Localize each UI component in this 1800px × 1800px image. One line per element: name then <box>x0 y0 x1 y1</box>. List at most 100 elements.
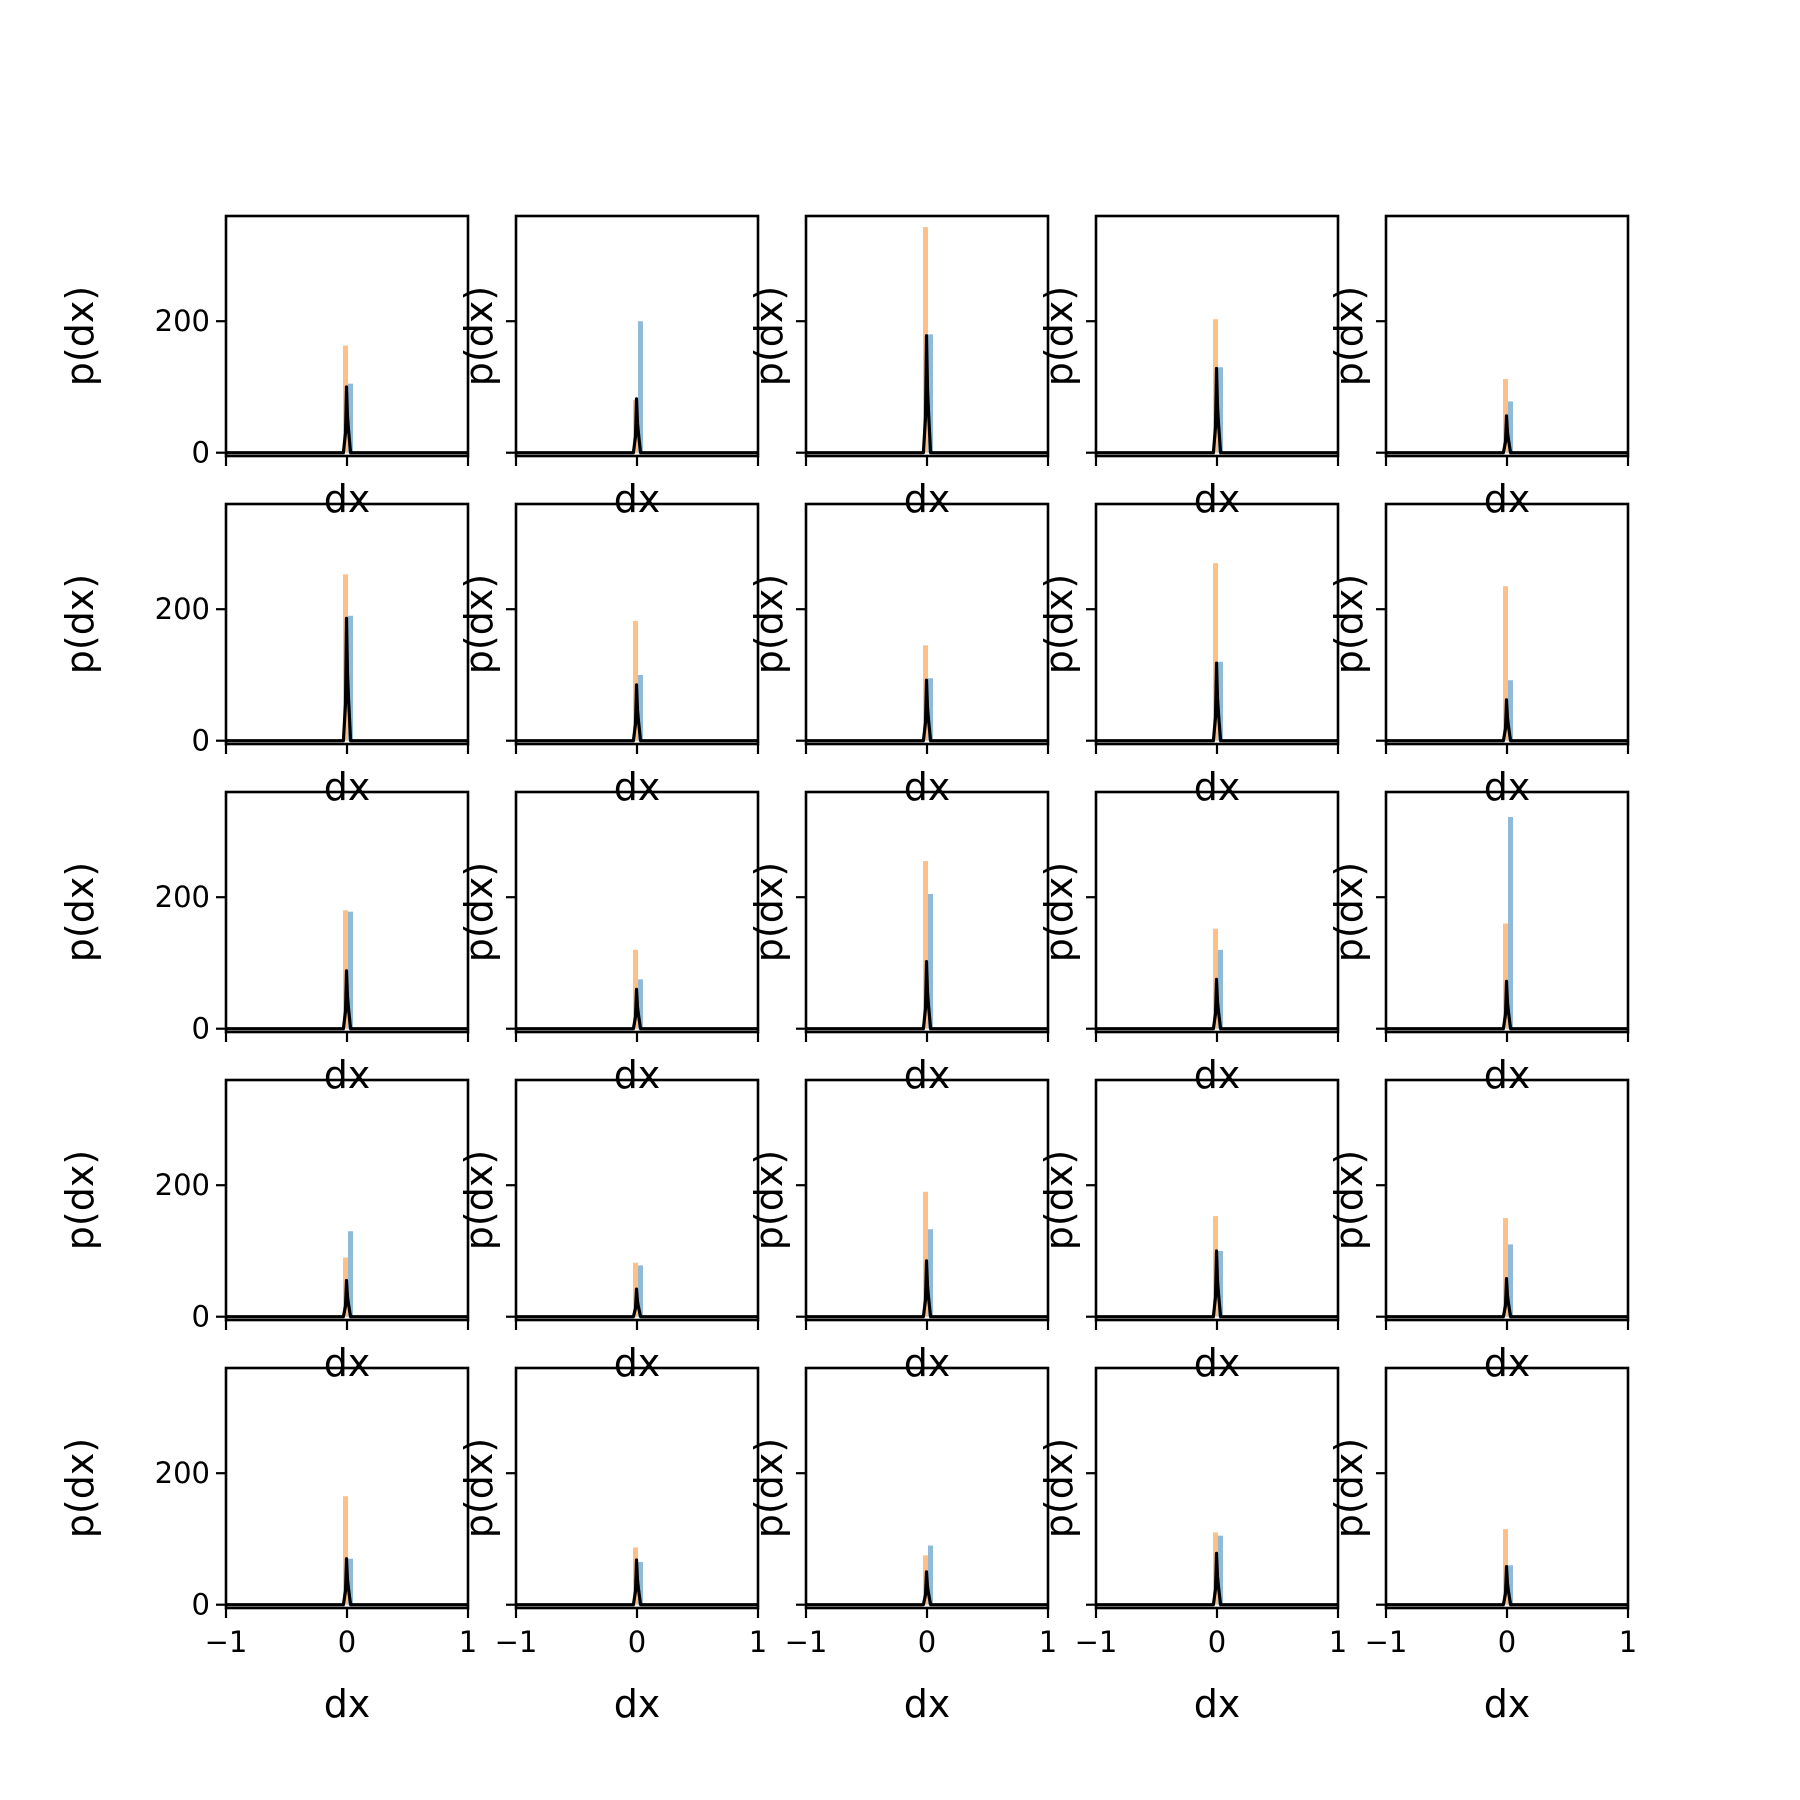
panel-1-3: dx p(dx) <box>1037 502 1340 809</box>
kde-line <box>1386 414 1628 455</box>
x-axis-label: dx <box>904 477 951 521</box>
panel-0-0: 0 200 dx p(dx) <box>58 214 470 521</box>
x-axis-label: dx <box>324 765 371 809</box>
panel-2-4: dx p(dx) <box>1327 790 1630 1097</box>
y-axis-label: p(dx) <box>58 574 102 674</box>
x-axis-label: dx <box>904 1341 951 1385</box>
x-axis-label: dx <box>324 477 371 521</box>
y-axis-label: p(dx) <box>457 286 501 386</box>
hist-bar-blue <box>1218 367 1223 453</box>
hist-bar-blue <box>348 383 353 453</box>
x-axis-label: dx <box>1484 1341 1531 1385</box>
panel-3-2: dx p(dx) <box>747 1078 1050 1385</box>
kde-line <box>1096 977 1338 1031</box>
kde-line <box>516 1558 758 1607</box>
hist-bar-orange <box>633 621 638 741</box>
panel-0-2: dx p(dx) <box>747 214 1050 521</box>
panel-4-1: −1 0 1 dx p(dx) <box>457 1366 767 1726</box>
y-axis-label: p(dx) <box>457 574 501 674</box>
x-tick-label: −1 <box>1365 1625 1408 1659</box>
x-tick-label: 0 <box>918 1625 936 1659</box>
hist-bar-orange <box>1503 923 1508 1029</box>
kde-line <box>516 1287 758 1319</box>
hist-bar-blue <box>1218 1250 1223 1317</box>
y-axis-label: p(dx) <box>457 862 501 962</box>
y-axis-label: p(dx) <box>1037 862 1081 962</box>
kde-line <box>806 678 1048 743</box>
panel-4-2: −1 0 1 dx p(dx) <box>747 1366 1057 1726</box>
y-tick-label: 200 <box>155 1456 210 1490</box>
kde-line <box>226 969 468 1031</box>
y-axis-label: p(dx) <box>1327 286 1371 386</box>
y-axis-label: p(dx) <box>1327 1438 1371 1538</box>
x-tick-label: 0 <box>1208 1625 1226 1659</box>
y-tick-label: 0 <box>192 436 210 470</box>
panel-1-0: 0 200 dx p(dx) <box>58 502 470 809</box>
kde-line <box>806 1259 1048 1319</box>
hist-bar-blue <box>638 321 643 453</box>
x-tick-label: 0 <box>1498 1625 1516 1659</box>
kde-line <box>1386 1564 1628 1607</box>
y-tick-label: 0 <box>192 724 210 758</box>
x-tick-label: −1 <box>205 1625 248 1659</box>
y-tick-label: 0 <box>192 1012 210 1046</box>
panel-3-3: dx p(dx) <box>1037 1078 1340 1385</box>
y-tick-label: 200 <box>155 592 210 626</box>
x-tick-label: 1 <box>1039 1625 1057 1659</box>
hist-bar-blue <box>1508 1565 1513 1605</box>
y-tick-label: 0 <box>192 1588 210 1622</box>
x-axis-label: dx <box>324 1341 371 1385</box>
hist-bar-blue <box>638 979 643 1029</box>
y-axis-label: p(dx) <box>1327 1150 1371 1250</box>
x-axis-label: dx <box>1484 477 1531 521</box>
kde-line <box>1386 698 1628 743</box>
y-axis-label: p(dx) <box>747 862 791 962</box>
hist-bar-orange <box>343 1496 348 1605</box>
panel-3-1: dx p(dx) <box>457 1078 760 1385</box>
y-axis-label: p(dx) <box>1327 862 1371 962</box>
y-axis-label: p(dx) <box>1037 1150 1081 1250</box>
panel-0-3: dx p(dx) <box>1037 214 1340 521</box>
x-tick-label: −1 <box>1075 1625 1118 1659</box>
kde-line <box>1096 366 1338 455</box>
kde-line <box>1386 979 1628 1031</box>
panel-1-4: dx p(dx) <box>1327 502 1630 809</box>
hist-bar-blue <box>1508 1244 1513 1317</box>
kde-line <box>1096 661 1338 743</box>
y-tick-label: 0 <box>192 1300 210 1334</box>
y-axis-label: p(dx) <box>58 286 102 386</box>
x-axis-label: dx <box>1194 1341 1241 1385</box>
kde-line <box>1096 1551 1338 1607</box>
y-axis-label: p(dx) <box>747 1150 791 1250</box>
x-axis-label: dx <box>614 1341 661 1385</box>
y-axis-label: p(dx) <box>747 1438 791 1538</box>
x-axis-label: dx <box>324 1053 371 1097</box>
kde-line <box>806 959 1048 1031</box>
x-axis-label: dx <box>1484 1682 1531 1726</box>
panel-4-4: −1 0 1 dx p(dx) <box>1327 1366 1637 1726</box>
panel-grid: 0200dxp(dx)dxp(dx)dxp(dx)dxp(dx)dxp(dx)0… <box>58 214 1637 1726</box>
panel-3-4: dx p(dx) <box>1327 1078 1630 1385</box>
x-axis-label: dx <box>1194 477 1241 521</box>
y-axis-label: p(dx) <box>1037 1438 1081 1538</box>
hist-bar-blue <box>1508 680 1513 741</box>
hist-bar-orange <box>1503 1218 1508 1317</box>
kde-line <box>226 1557 468 1607</box>
panel-1-2: dx p(dx) <box>747 502 1050 809</box>
kde-line <box>516 397 758 455</box>
y-axis-label: p(dx) <box>747 286 791 386</box>
hist-bar-blue <box>928 678 933 741</box>
y-axis-label: p(dx) <box>58 1438 102 1538</box>
x-axis-label: dx <box>1484 1053 1531 1097</box>
panel-0-4: dx p(dx) <box>1327 214 1630 521</box>
hist-bar-blue <box>1508 816 1513 1029</box>
y-axis-label: p(dx) <box>457 1150 501 1250</box>
x-axis-label: dx <box>1484 765 1531 809</box>
hist-bar-blue <box>1508 401 1513 453</box>
x-tick-label: 0 <box>628 1625 646 1659</box>
x-axis-label: dx <box>904 1053 951 1097</box>
hist-bar-orange <box>1213 563 1218 741</box>
kde-line <box>1096 1249 1338 1319</box>
y-axis-label: p(dx) <box>1037 286 1081 386</box>
y-axis-label: p(dx) <box>1327 574 1371 674</box>
